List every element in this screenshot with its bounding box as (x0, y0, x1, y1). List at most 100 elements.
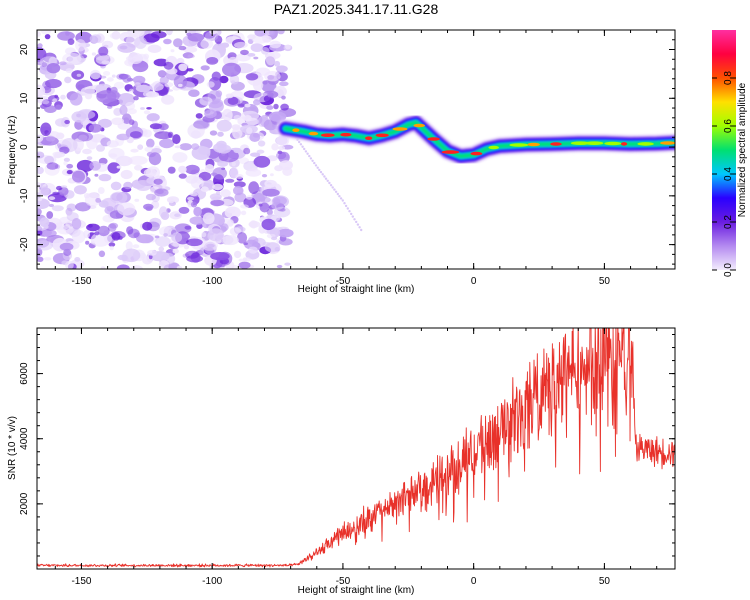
noise-blob (173, 38, 183, 48)
noise-blob (134, 198, 140, 202)
colorbar-tick-label: 0.6 (723, 119, 734, 133)
noise-blob (110, 191, 128, 204)
noise-blob (130, 131, 142, 139)
snr-series-line (37, 328, 675, 568)
spectrogram-frame (36, 29, 676, 270)
noise-blob (178, 165, 187, 174)
x-tick-label: 0 (471, 276, 477, 287)
noise-blob (213, 143, 227, 153)
signal-hotspots (292, 123, 675, 156)
noise-blob (262, 80, 268, 85)
noise-blob (233, 181, 246, 188)
noise-blob (104, 235, 113, 244)
y-tick-label: 4000 (19, 427, 30, 450)
signal-hotspot (340, 132, 352, 137)
snr-axes: -150 -100 -50 0 50 2000 4000 6000 (19, 328, 675, 587)
noise-blob (210, 199, 225, 207)
noise-blob (279, 160, 293, 171)
noise-blob (94, 173, 99, 177)
noise-blob (204, 109, 217, 119)
noise-blob (90, 69, 101, 80)
signal-hotspot (413, 123, 426, 128)
ghost-dot (309, 157, 313, 160)
ghost-dot (355, 220, 358, 224)
noise-blob (277, 150, 283, 155)
ghost-dot (316, 166, 319, 169)
noise-blob (89, 160, 101, 171)
noise-blob (39, 217, 50, 228)
noise-blob (161, 94, 175, 105)
noise-blob (281, 95, 286, 100)
colorbar-tick-label: 0.0 (723, 263, 734, 277)
signal-hotspot (527, 142, 540, 147)
noise-blob (98, 118, 112, 128)
noise-blob (133, 96, 139, 101)
noise-blob (284, 262, 291, 266)
signal-hotspot (321, 133, 335, 137)
noise-blob (217, 131, 224, 137)
noise-blob (98, 173, 112, 182)
noise-blob (211, 71, 221, 81)
noise-blob (96, 90, 117, 104)
noise-blob (247, 53, 256, 57)
noise-blob (77, 132, 93, 142)
signal-hotspot (570, 141, 590, 145)
x-tick-label: 50 (599, 576, 611, 587)
noise-blob (98, 200, 109, 208)
noise-blob (132, 244, 140, 249)
noise-speckle (37, 30, 297, 269)
noise-blob (145, 206, 153, 211)
noise-blob (266, 105, 274, 110)
noise-blob (140, 107, 145, 110)
noise-blob (146, 138, 155, 148)
noise-blob (167, 166, 176, 174)
ghost-dot (360, 228, 363, 232)
noise-blob (137, 144, 143, 150)
noise-blob (248, 246, 258, 254)
noise-blob (200, 186, 209, 192)
noise-blob (189, 192, 198, 197)
noise-blob (95, 55, 115, 65)
noise-blob (190, 176, 204, 189)
noise-blob (185, 164, 200, 175)
noise-blob (74, 257, 81, 262)
ghost-dot (339, 197, 343, 200)
noise-blob (71, 218, 82, 230)
noise-blob (121, 254, 128, 262)
y-tick-label: -20 (19, 237, 30, 252)
noise-blob (267, 92, 274, 98)
noise-blob (129, 88, 134, 93)
noise-blob (178, 173, 187, 179)
ghost-dot (311, 159, 314, 162)
noise-blob (108, 147, 125, 160)
noise-blob (200, 39, 214, 49)
snr-frame (36, 327, 676, 570)
figure-title: PAZ1.2025.341.17.11.G28 (274, 1, 439, 17)
noise-blob (163, 61, 174, 70)
noise-blob (103, 71, 111, 76)
noise-blob (240, 110, 259, 122)
noise-blob (206, 81, 215, 88)
noise-blob (90, 240, 95, 245)
noise-blob (149, 82, 164, 92)
noise-blob (48, 196, 56, 201)
ghost-dot (348, 210, 351, 213)
signal-hotspot (637, 142, 654, 146)
noise-blob (57, 143, 62, 147)
noise-blob (113, 81, 125, 89)
colorbar-gradient (712, 30, 736, 270)
noise-blob (168, 198, 175, 204)
noise-blob (172, 248, 179, 254)
ghost-dot (336, 192, 339, 196)
noise-blob (110, 181, 122, 191)
noise-blob (229, 74, 240, 85)
noise-blob (135, 84, 151, 93)
y-tick-label: -10 (19, 188, 30, 203)
ghost-dot (329, 184, 333, 187)
noise-blob (46, 211, 54, 219)
noise-blob (187, 54, 195, 59)
noise-blob (217, 160, 229, 167)
noise-blob (107, 223, 117, 232)
noise-blob (178, 63, 188, 72)
